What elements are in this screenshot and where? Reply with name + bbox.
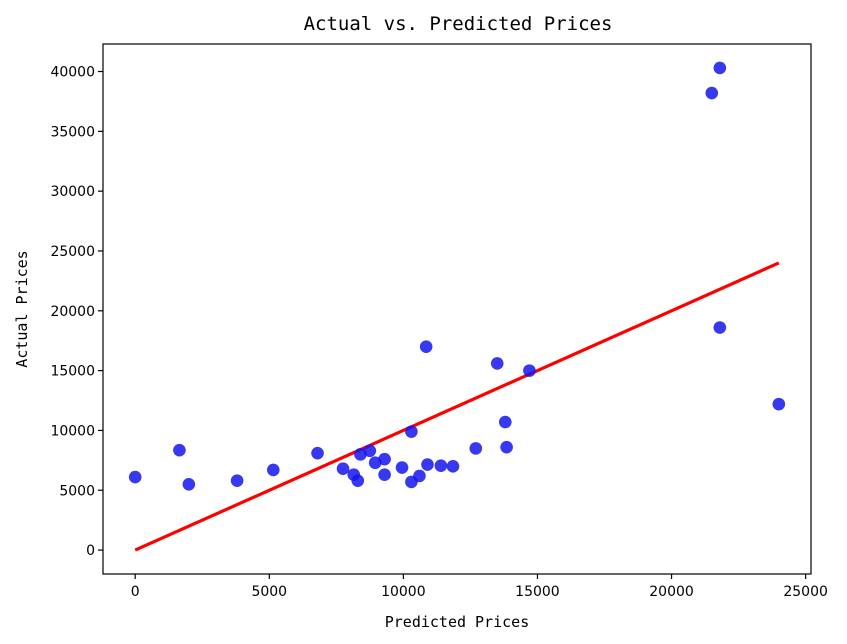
- x-tick-label: 5000: [251, 584, 287, 600]
- data-point: [336, 462, 350, 476]
- data-point: [713, 61, 727, 75]
- x-axis-label: Predicted Prices: [385, 613, 530, 631]
- y-tick-label: 15000: [50, 364, 95, 380]
- data-point: [413, 469, 426, 483]
- y-tick-label: 30000: [50, 184, 95, 200]
- data-point: [378, 468, 391, 481]
- data-point: [182, 477, 196, 491]
- points-layer: [128, 61, 786, 491]
- data-point: [713, 321, 727, 334]
- data-point: [419, 340, 433, 353]
- data-point: [395, 461, 409, 474]
- x-tick-label: 15000: [515, 584, 560, 600]
- fit-line: [134, 261, 780, 552]
- y-tick-label: 20000: [50, 304, 95, 320]
- x-tick-label: 25000: [783, 584, 828, 600]
- plot-frame: [102, 43, 812, 575]
- data-point: [490, 357, 504, 370]
- data-point: [405, 425, 418, 438]
- x-axis: 0 5000 10000 15000 20000 25000: [131, 574, 828, 600]
- data-point: [469, 442, 483, 455]
- data-point: [772, 397, 786, 411]
- data-point: [523, 364, 536, 377]
- data-point: [434, 459, 448, 473]
- fit-line-layer: [134, 261, 780, 552]
- y-tick-label: 40000: [50, 65, 95, 81]
- data-point: [266, 463, 280, 477]
- data-point: [173, 443, 186, 457]
- data-point: [378, 452, 391, 466]
- data-point: [500, 440, 513, 454]
- data-point: [230, 474, 244, 487]
- x-tick-label: 10000: [381, 584, 426, 600]
- y-tick-label: 35000: [50, 124, 95, 140]
- data-point: [421, 458, 434, 471]
- y-tick-label: 25000: [50, 244, 95, 260]
- x-tick-label: 0: [131, 584, 140, 600]
- data-point: [363, 444, 377, 458]
- y-tick-label: 0: [86, 543, 95, 559]
- data-point: [128, 470, 142, 484]
- data-point: [351, 474, 365, 487]
- data-point: [311, 446, 324, 460]
- y-axis-label: Actual Prices: [13, 250, 31, 367]
- y-tick-label: 10000: [50, 423, 95, 439]
- data-point: [498, 415, 512, 429]
- data-point: [705, 86, 719, 100]
- y-tick-label: 5000: [59, 483, 95, 499]
- x-tick-label: 20000: [649, 584, 694, 600]
- chart-title: Actual vs. Predicted Prices: [304, 13, 613, 35]
- data-point: [446, 460, 460, 473]
- y-axis: 0 5000 10000 15000 20000 25000 30000 35000 40000: [50, 65, 103, 559]
